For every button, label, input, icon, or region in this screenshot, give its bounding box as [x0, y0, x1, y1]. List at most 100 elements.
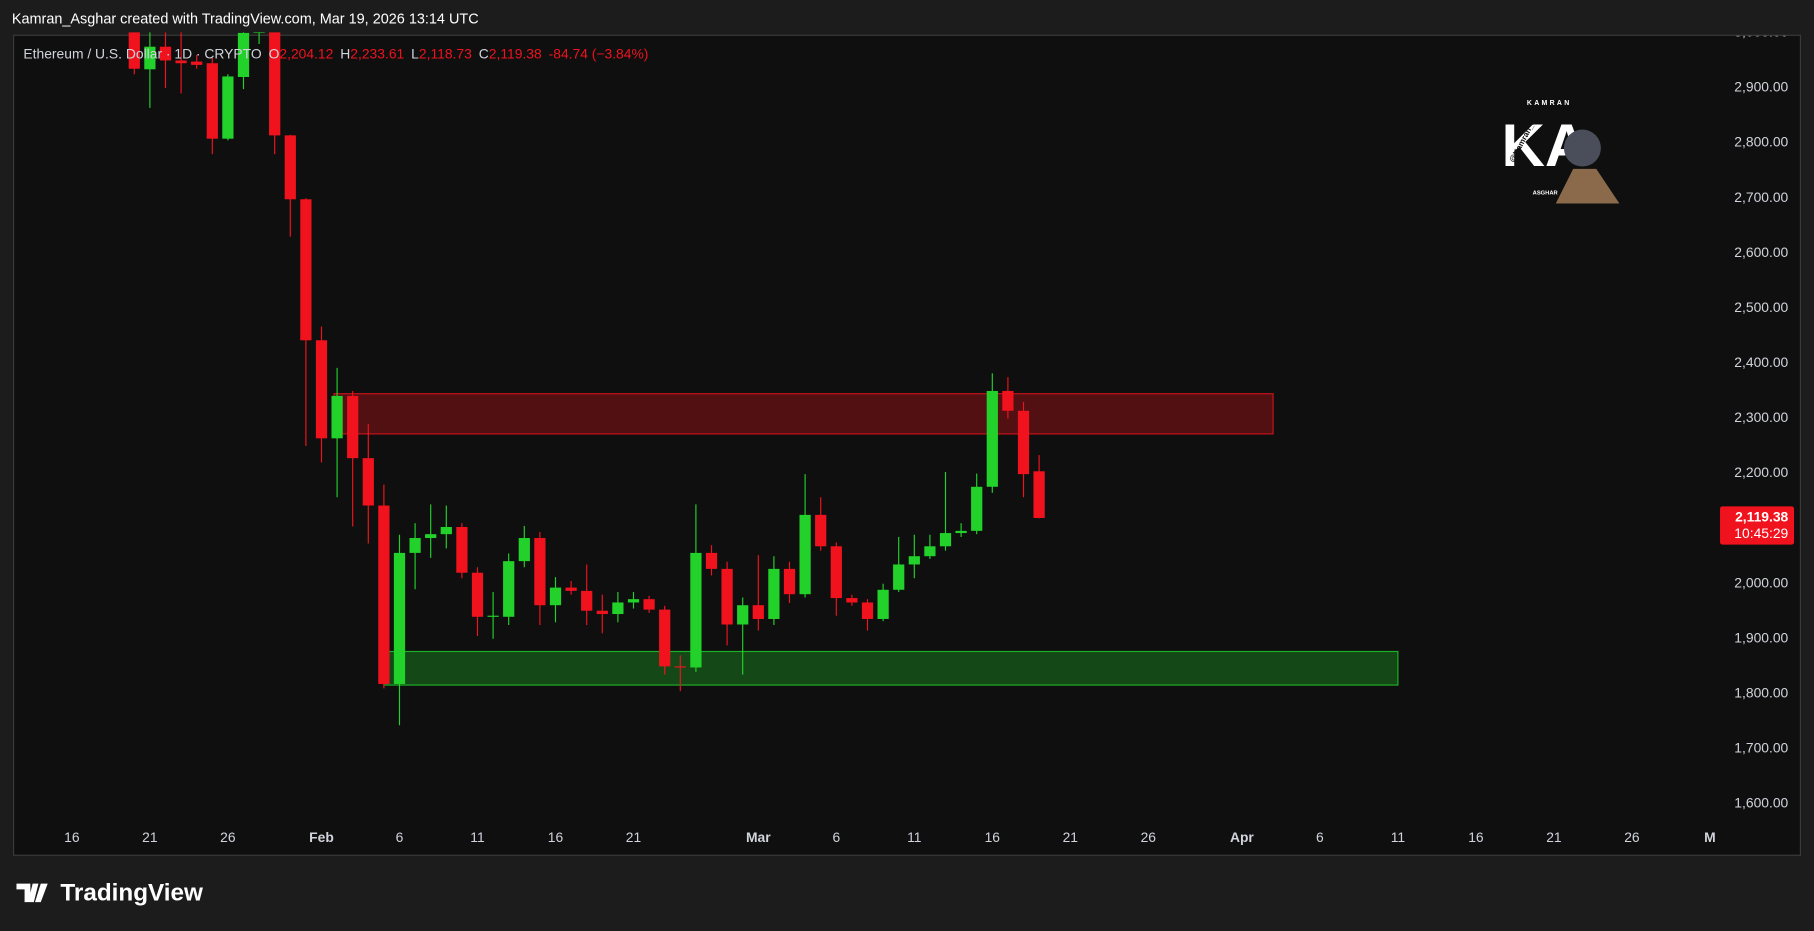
- candle-body: [721, 568, 733, 625]
- legend-title: Ethereum / U.S. Dollar · 1D · CRYPTO: [23, 45, 261, 61]
- y-tick-label: 1,900.00: [1734, 629, 1788, 645]
- candle-body: [315, 340, 328, 439]
- candle-body: [471, 572, 484, 617]
- candle-body: [159, 46, 172, 61]
- legend-value: 2,204.12: [279, 45, 333, 61]
- y-tick-label: 2,700.00: [1734, 189, 1788, 205]
- candle-body: [206, 63, 218, 139]
- candle-body: [908, 556, 920, 565]
- y-tick-label: 1,700.00: [1734, 740, 1788, 756]
- candle-body: [955, 530, 967, 534]
- y-tick-label: 1,600.00: [1734, 795, 1788, 811]
- watermark-bottom: ASGHAR: [1533, 191, 1559, 197]
- candle-body: [705, 552, 718, 569]
- candle-body: [627, 599, 640, 603]
- candle-body: [752, 605, 764, 619]
- chart-panel: [13, 34, 1801, 856]
- x-tick-label: 21: [142, 829, 158, 845]
- logo-icon: [16, 883, 48, 903]
- candle-body: [924, 546, 936, 557]
- watermark-top: KAMRAN: [1527, 100, 1572, 107]
- footer-logo: TradingView: [16, 879, 203, 906]
- legend-key: O: [269, 45, 280, 61]
- price-tag-label: 2,119.38: [1735, 509, 1788, 525]
- candle-body: [128, 32, 140, 69]
- candle-body: [596, 610, 608, 615]
- candle-body: [237, 32, 250, 77]
- candle-body: [830, 546, 842, 599]
- candle-body: [362, 458, 374, 506]
- x-tick-label: 21: [1063, 829, 1079, 845]
- legend-key: L: [411, 45, 419, 61]
- candle-body: [768, 568, 780, 619]
- x-tick-label: 21: [1546, 829, 1562, 845]
- y-tick-label: 2,600.00: [1734, 244, 1788, 260]
- candle-body: [253, 32, 265, 33]
- x-tick-label: 26: [1141, 829, 1157, 845]
- y-tick-label: 3,000.00: [1734, 24, 1788, 40]
- candle-body: [939, 533, 952, 547]
- candle-body: [1017, 410, 1030, 475]
- candle-body: [737, 605, 749, 625]
- y-tick-label: 2,400.00: [1734, 354, 1788, 370]
- candle-body: [222, 76, 234, 139]
- price-tag-countdown: 10:45:29: [1734, 525, 1788, 541]
- candle-body: [347, 395, 359, 459]
- candle-body: [643, 599, 655, 610]
- candle-body: [1033, 471, 1045, 518]
- footer-brand: TradingView: [60, 879, 203, 906]
- candle-body: [877, 589, 889, 619]
- candle-body: [799, 514, 811, 595]
- x-tick-label: Apr: [1230, 829, 1254, 845]
- legend-value: 2,233.61: [350, 45, 404, 61]
- x-tick-label: 16: [64, 829, 80, 845]
- candle-body: [518, 538, 530, 562]
- x-tick-label: 6: [396, 829, 404, 845]
- candle-body: [783, 568, 796, 595]
- candle-body: [503, 561, 515, 617]
- legend-key: H: [340, 45, 350, 61]
- x-tick-label: Feb: [309, 829, 334, 845]
- y-tick-label: 2,000.00: [1734, 574, 1788, 590]
- candle-body: [612, 602, 624, 615]
- candle-body: [971, 486, 983, 531]
- y-tick-label: 2,200.00: [1734, 464, 1788, 480]
- header: Kamran_Asghar created with TradingView.c…: [12, 11, 479, 27]
- x-tick-label: 11: [1391, 829, 1406, 845]
- zone: [383, 650, 1399, 686]
- candle-body: [393, 552, 406, 684]
- legend-change: -84.74 (−3.84%): [549, 45, 649, 61]
- candle-body: [378, 505, 390, 684]
- x-tick-label: 6: [832, 829, 840, 845]
- y-tick-label: 1,800.00: [1734, 685, 1788, 701]
- candle-body: [690, 552, 702, 668]
- x-tick-label: M: [1704, 829, 1716, 845]
- candle-body: [986, 390, 998, 487]
- watermark: KAMRAN KA @Kamran_SS ASGHAR: [1501, 100, 1620, 204]
- legend-value: 2,118.73: [419, 45, 472, 61]
- x-tick-label: 16: [548, 829, 564, 845]
- watermark-avatar-body: [1555, 168, 1620, 204]
- y-tick-label: 2,900.00: [1734, 79, 1788, 95]
- candle-body: [861, 602, 874, 619]
- candle-body: [815, 514, 827, 547]
- candle-body: [846, 598, 858, 603]
- candle-body: [144, 46, 156, 70]
- candle-body: [659, 609, 671, 667]
- x-tick-label: 11: [907, 829, 922, 845]
- legend-value: 2,119.38: [489, 45, 542, 61]
- x-tick-label: 21: [626, 829, 642, 845]
- candle-body: [565, 587, 577, 591]
- candle-body: [284, 135, 296, 200]
- candle-body: [893, 564, 905, 590]
- candle-body: [1002, 390, 1014, 411]
- legend-key: C: [479, 45, 489, 61]
- x-tick-label: Mar: [746, 829, 771, 845]
- candle-body: [440, 527, 452, 535]
- x-tick-label: 16: [1468, 829, 1484, 845]
- candle-body: [191, 61, 203, 65]
- candle-body: [581, 590, 593, 611]
- legend: Ethereum / U.S. Dollar · 1D · CRYPTO O2,2…: [23, 45, 648, 61]
